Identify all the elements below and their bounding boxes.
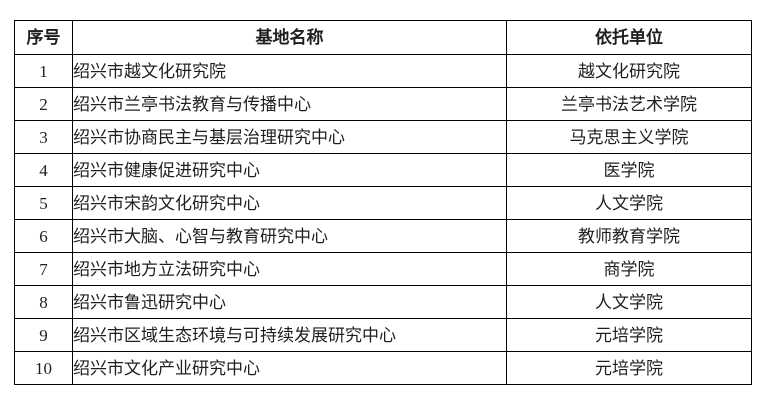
- table-row: 6 绍兴市大脑、心智与教育研究中心 教师教育学院: [14, 219, 752, 253]
- table-row: 9 绍兴市区域生态环境与可持续发展研究中心 元培学院: [14, 318, 752, 352]
- unit-cell: 越文化研究院: [506, 54, 752, 88]
- unit-cell: 人文学院: [506, 285, 752, 319]
- table-row: 8 绍兴市鲁迅研究中心 人文学院: [14, 285, 752, 319]
- unit-cell: 人文学院: [506, 186, 752, 220]
- base-name-cell: 绍兴市地方立法研究中心: [72, 252, 507, 286]
- unit-cell: 元培学院: [506, 351, 752, 385]
- table-row: 5 绍兴市宋韵文化研究中心 人文学院: [14, 186, 752, 220]
- unit-cell: 商学院: [506, 252, 752, 286]
- row-number-cell: 3: [14, 120, 73, 154]
- row-number-cell: 2: [14, 87, 73, 121]
- research-bases-table: 序号 基地名称 依托单位 1 绍兴市越文化研究院 越文化研究院 2 绍兴市兰亭书…: [14, 20, 752, 385]
- table-row: 1 绍兴市越文化研究院 越文化研究院: [14, 54, 752, 88]
- row-number-cell: 1: [14, 54, 73, 88]
- table-row: 10 绍兴市文化产业研究中心 元培学院: [14, 351, 752, 385]
- base-name-cell: 绍兴市宋韵文化研究中心: [72, 186, 507, 220]
- column-header-base: 基地名称: [72, 20, 507, 55]
- row-number-cell: 6: [14, 219, 73, 253]
- column-header-unit: 依托单位: [506, 20, 752, 55]
- unit-cell: 医学院: [506, 153, 752, 187]
- base-name-cell: 绍兴市文化产业研究中心: [72, 351, 507, 385]
- table-row: 3 绍兴市协商民主与基层治理研究中心 马克思主义学院: [14, 120, 752, 154]
- unit-cell: 兰亭书法艺术学院: [506, 87, 752, 121]
- column-header-no: 序号: [14, 20, 73, 55]
- row-number-cell: 7: [14, 252, 73, 286]
- row-number-cell: 5: [14, 186, 73, 220]
- base-name-cell: 绍兴市兰亭书法教育与传播中心: [72, 87, 507, 121]
- row-number-cell: 8: [14, 285, 73, 319]
- row-number-cell: 4: [14, 153, 73, 187]
- unit-cell: 马克思主义学院: [506, 120, 752, 154]
- base-name-cell: 绍兴市越文化研究院: [72, 54, 507, 88]
- table-header-row: 序号 基地名称 依托单位: [14, 20, 752, 55]
- table-row: 4 绍兴市健康促进研究中心 医学院: [14, 153, 752, 187]
- base-name-cell: 绍兴市大脑、心智与教育研究中心: [72, 219, 507, 253]
- base-name-cell: 绍兴市健康促进研究中心: [72, 153, 507, 187]
- unit-cell: 教师教育学院: [506, 219, 752, 253]
- row-number-cell: 9: [14, 318, 73, 352]
- base-name-cell: 绍兴市鲁迅研究中心: [72, 285, 507, 319]
- base-name-cell: 绍兴市区域生态环境与可持续发展研究中心: [72, 318, 507, 352]
- table-row: 7 绍兴市地方立法研究中心 商学院: [14, 252, 752, 286]
- base-name-cell: 绍兴市协商民主与基层治理研究中心: [72, 120, 507, 154]
- unit-cell: 元培学院: [506, 318, 752, 352]
- row-number-cell: 10: [14, 351, 73, 385]
- table-row: 2 绍兴市兰亭书法教育与传播中心 兰亭书法艺术学院: [14, 87, 752, 121]
